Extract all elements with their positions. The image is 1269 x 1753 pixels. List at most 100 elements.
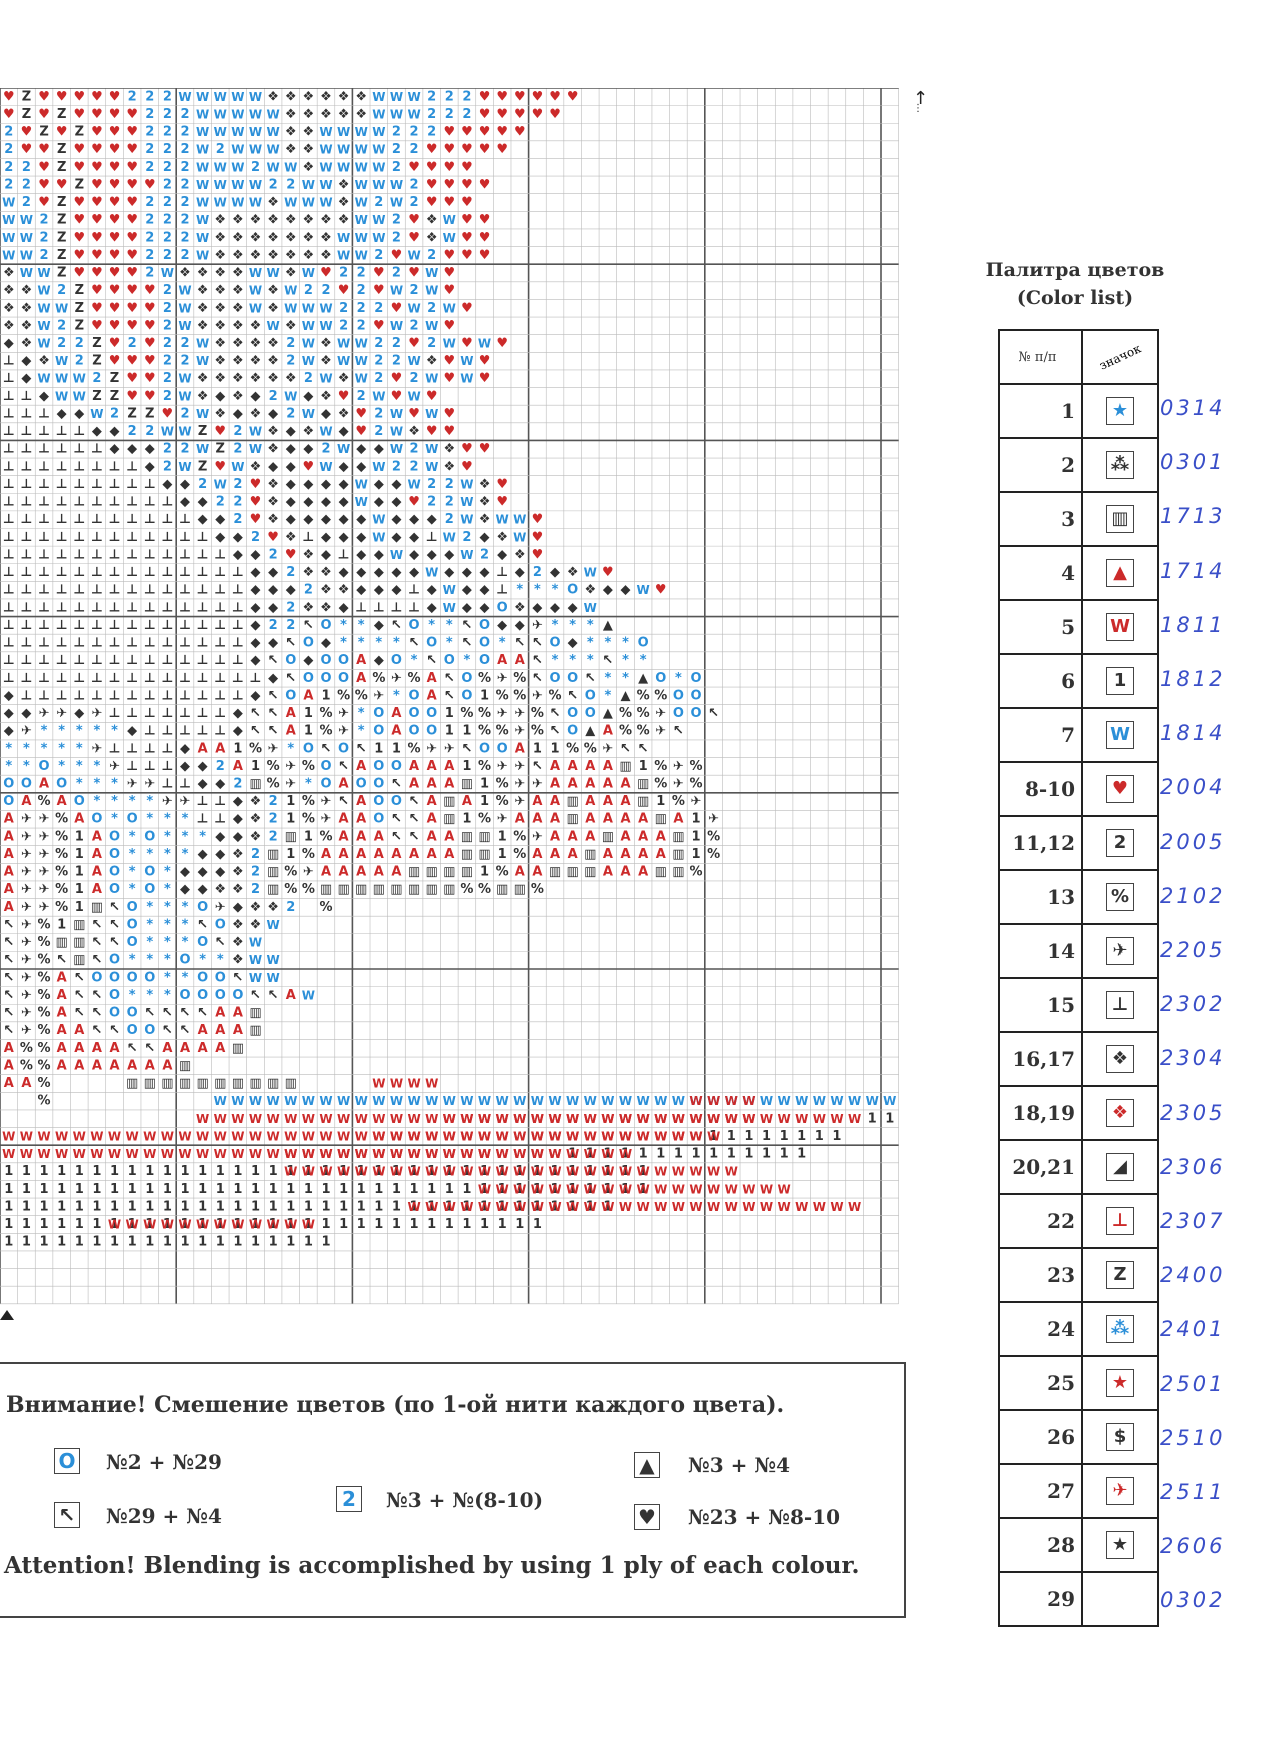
stitch-symbol: ◆	[339, 477, 349, 492]
stitch-symbol: ▥	[126, 1076, 138, 1091]
stitch-symbol: ▲	[638, 671, 648, 686]
stitch-symbol: 2	[75, 354, 84, 369]
stitch-symbol: 1	[374, 1217, 383, 1232]
stitch-symbol: ⊥	[73, 547, 85, 562]
stitch-symbol: A	[57, 1006, 67, 1021]
stitch-symbol: W	[302, 1147, 315, 1161]
stitch-symbol: O	[497, 600, 508, 615]
stitch-symbol: *	[146, 917, 153, 932]
stitch-symbol: 1	[251, 1217, 260, 1232]
stitch-symbol: W	[178, 389, 191, 403]
stitch-symbol: %	[478, 759, 491, 774]
stitch-symbol: ♥	[496, 142, 508, 157]
stitch-symbol: ♥	[461, 459, 473, 474]
stitch-symbol: W	[20, 1129, 33, 1143]
palette-symbol-icon: W	[1106, 721, 1134, 749]
stitch-symbol: A	[127, 1058, 137, 1073]
stitch-symbol: W	[231, 1147, 244, 1161]
stitch-symbol: ▥	[249, 1023, 261, 1038]
stitch-symbol: W	[425, 266, 438, 280]
stitch-symbol: 1	[480, 1164, 489, 1179]
stitch-symbol: ↖	[268, 653, 279, 668]
stitch-symbol: O	[197, 970, 208, 985]
stitch-symbol: 1	[304, 1217, 313, 1232]
stitch-symbol: ❖	[479, 495, 491, 510]
stitch-symbol: ⊥	[161, 512, 173, 527]
stitch-symbol: A	[215, 1023, 225, 1038]
stitch-symbol: %	[38, 1041, 51, 1056]
stitch-symbol: ⊥	[214, 724, 226, 739]
stitch-symbol: W	[689, 1129, 702, 1143]
stitch-symbol: 2	[321, 442, 330, 457]
stitch-symbol: O	[479, 636, 490, 651]
stitch-symbol: W	[337, 1147, 350, 1161]
stitch-symbol: W	[372, 1147, 385, 1161]
stitch-symbol: A	[233, 1023, 243, 1038]
stitch-symbol: W	[637, 1094, 650, 1108]
stitch-symbol: ❖	[567, 565, 579, 580]
palette-number: 7	[998, 707, 1083, 763]
stitch-symbol: O	[409, 724, 420, 739]
stitch-symbol: O	[409, 618, 420, 633]
stitch-symbol: *	[393, 688, 400, 703]
stitch-symbol: ❖	[267, 900, 279, 915]
stitch-symbol: W	[460, 495, 473, 509]
stitch-symbol: ◆	[286, 459, 296, 474]
stitch-symbol: O	[567, 583, 578, 598]
stitch-symbol: ⊥	[91, 688, 103, 703]
stitch-symbol: 1	[57, 1164, 66, 1179]
stitch-symbol: ⊥	[109, 618, 121, 633]
stitch-symbol: ◆	[233, 829, 243, 844]
palette-number: 29	[998, 1571, 1083, 1627]
stitch-symbol: ◆	[268, 459, 278, 474]
stitch-symbol: 1	[128, 1217, 137, 1232]
stitch-symbol: ↖	[109, 900, 120, 915]
stitch-symbol: ❖	[426, 354, 438, 369]
stitch-symbol: ♥	[109, 230, 121, 245]
stitch-symbol: ⊥	[20, 653, 32, 668]
stitch-symbol: W	[443, 1094, 456, 1108]
stitch-symbol: *	[428, 618, 435, 633]
stitch-symbol: %	[478, 724, 491, 739]
stitch-symbol: W	[619, 1147, 632, 1161]
stitch-symbol: Z	[198, 459, 207, 474]
stitch-symbol: ⊥	[161, 741, 173, 756]
stitch-symbol: W	[689, 1129, 702, 1143]
stitch-symbol: ⊥	[126, 530, 138, 545]
stitch-symbol: ◆	[233, 794, 243, 809]
stitch-symbol: ♥	[461, 142, 473, 157]
stitch-symbol: W	[689, 1094, 702, 1108]
stitch-symbol: W	[760, 1200, 773, 1214]
stitch-symbol: 1	[568, 1147, 577, 1162]
stitch-symbol: ♥	[426, 177, 438, 192]
stitch-symbol: ♥	[144, 318, 156, 333]
stitch-symbol: ◆	[4, 688, 14, 703]
stitch-symbol: 2	[57, 283, 66, 298]
stitch-symbol: %	[513, 688, 526, 703]
stitch-symbol: W	[231, 1217, 244, 1231]
stitch-symbol: ♥	[408, 160, 420, 175]
stitch-symbol: ♥	[408, 406, 420, 421]
palette-symbol-icon: Z	[1106, 1261, 1134, 1289]
stitch-symbol: *	[76, 724, 83, 739]
blend-text-5: №23 + №8-10	[688, 1505, 841, 1529]
stitch-symbol: *	[164, 812, 171, 827]
stitch-symbol: W	[20, 231, 33, 245]
stitch-symbol: ❖	[232, 248, 244, 263]
stitch-symbol: O	[303, 741, 314, 756]
stitch-symbol: ⊥	[3, 371, 15, 386]
stitch-symbol: 2	[392, 336, 401, 351]
stitch-symbol: A	[620, 865, 630, 880]
stitch-symbol: ◆	[391, 512, 401, 527]
stitch-symbol: %	[672, 794, 685, 809]
stitch-symbol: 1	[603, 1147, 612, 1162]
stitch-symbol: W	[196, 354, 209, 368]
stitch-symbol: ⊥	[197, 547, 209, 562]
stitch-symbol: ♥	[126, 371, 138, 386]
stitch-symbol: W	[548, 1147, 561, 1161]
stitch-symbol: ♥	[426, 142, 438, 157]
stitch-symbol: ▥	[672, 865, 684, 880]
stitch-symbol: W	[231, 178, 244, 192]
stitch-symbol: *	[129, 953, 136, 968]
